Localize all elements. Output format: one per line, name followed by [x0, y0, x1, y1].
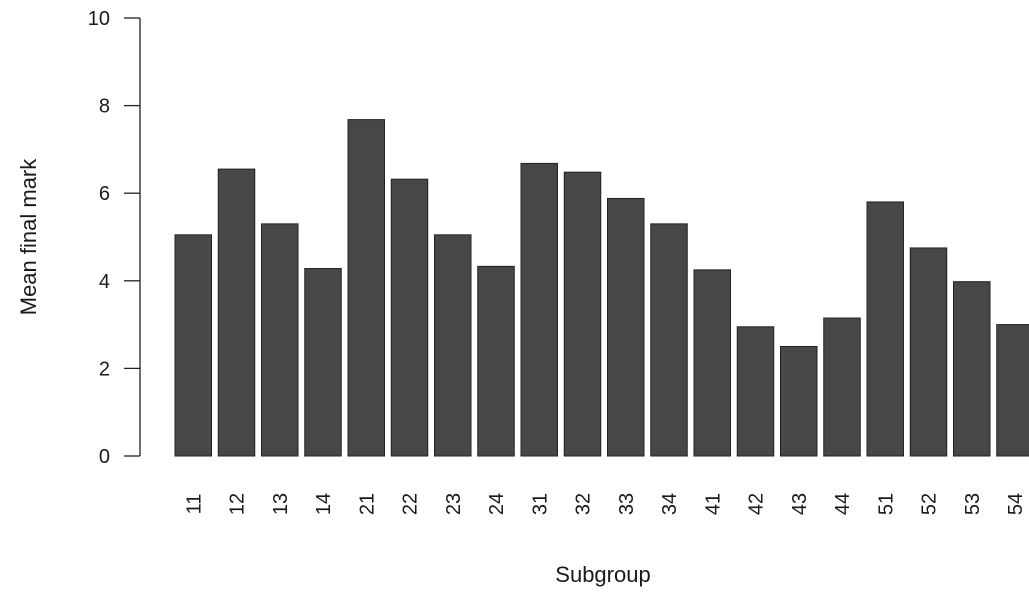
bar-13 [261, 223, 299, 457]
x-tick-label: 33 [616, 493, 638, 515]
bar-41 [693, 269, 731, 457]
y-tick-label: 8 [99, 96, 110, 118]
bar-34 [650, 223, 688, 457]
x-tick-label: 52 [919, 493, 941, 515]
x-tick-label: 31 [529, 493, 551, 515]
x-tick-label: 54 [1005, 493, 1027, 515]
x-tick-label: 44 [832, 493, 854, 515]
bar-22 [390, 178, 429, 457]
bar-31 [520, 162, 558, 457]
y-tick-label: 2 [99, 358, 110, 380]
x-tick-label: 12 [227, 493, 249, 515]
bar-24 [477, 265, 515, 457]
x-tick-label: 11 [183, 494, 205, 515]
bar-23 [434, 234, 472, 457]
bar-44 [823, 317, 861, 457]
x-tick-label: 32 [573, 493, 595, 515]
bar-21 [347, 119, 385, 457]
y-axis-title: Mean final mark [16, 158, 41, 316]
bar-52 [909, 247, 948, 457]
x-tick-label: 53 [962, 493, 984, 515]
x-axis-title: Subgroup [555, 562, 650, 587]
bar-54 [996, 324, 1029, 457]
x-tick-label: 23 [443, 493, 465, 515]
y-tick-label: 0 [99, 446, 110, 468]
x-tick-label: 41 [702, 493, 724, 515]
x-axis-tick-labels: 11 12 13 14 21 22 23 24 31 32 33 34 41 42 43 44 51 52 53 54 [183, 493, 1027, 515]
bars [174, 119, 1029, 457]
y-axis: 0 2 4 6 8 10 [88, 8, 141, 468]
x-tick-label: 22 [400, 493, 422, 515]
y-tick-label: 6 [99, 183, 110, 205]
x-tick-label: 43 [789, 493, 811, 515]
x-tick-label: 14 [313, 493, 335, 515]
bar-43 [780, 346, 818, 457]
x-tick-label: 13 [270, 493, 292, 515]
bar-12 [217, 168, 256, 457]
bar-42 [736, 326, 775, 457]
y-tick-label: 10 [88, 8, 110, 30]
x-tick-label: 34 [659, 493, 681, 515]
y-tick-label: 4 [99, 271, 110, 293]
bar-51 [866, 201, 904, 457]
bar-32 [563, 171, 602, 457]
bar-14 [304, 268, 342, 457]
x-tick-label: 24 [486, 493, 508, 515]
x-tick-label: 21 [356, 493, 378, 515]
bar-33 [607, 197, 645, 457]
x-tick-label: 42 [746, 493, 768, 515]
bar-53 [953, 281, 991, 457]
bar-11 [174, 234, 212, 457]
x-tick-label: 51 [875, 493, 897, 515]
